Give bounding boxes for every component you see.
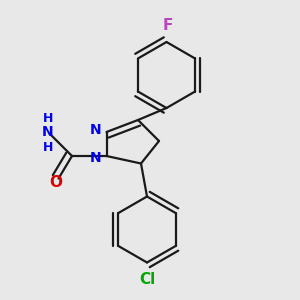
Text: O: O: [49, 175, 62, 190]
Text: H: H: [43, 141, 53, 154]
Text: N: N: [89, 123, 101, 136]
Text: N: N: [42, 125, 54, 139]
Text: H: H: [43, 112, 53, 125]
Text: Cl: Cl: [139, 272, 155, 286]
Text: F: F: [163, 18, 173, 33]
Text: N: N: [89, 151, 101, 164]
